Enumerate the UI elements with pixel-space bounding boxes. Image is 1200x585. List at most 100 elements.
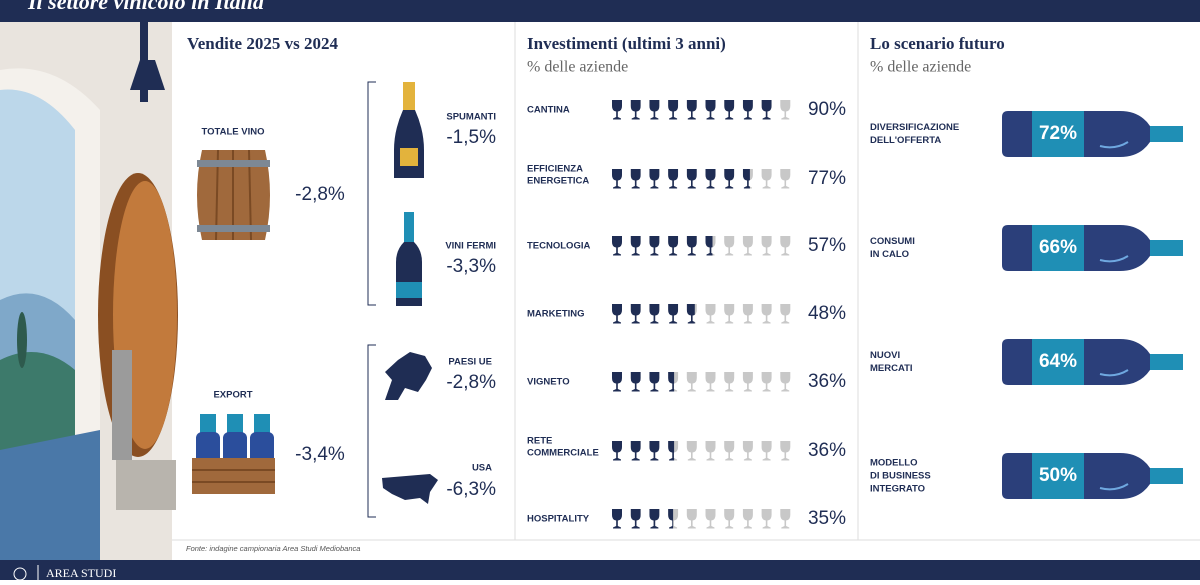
value: 50% [1039, 465, 1077, 486]
glass-icon [780, 304, 791, 324]
glass-icon [724, 236, 735, 256]
glass-icon [630, 304, 641, 324]
value: 77% [808, 168, 846, 189]
glass-icon [612, 509, 622, 529]
glass-icon [742, 372, 753, 392]
value: -1,5% [446, 127, 496, 148]
label: VINI FERMI [445, 241, 496, 252]
section-subtitle: % delle aziende [527, 59, 628, 76]
glass-icon [742, 304, 753, 324]
label: EXPORT [213, 390, 252, 401]
row-label: COMMERCIALE [527, 448, 599, 459]
value: -2,8% [446, 372, 496, 393]
row-label: INTEGRATO [870, 484, 925, 495]
glass-icon [705, 169, 716, 189]
glass-icon [724, 441, 735, 461]
section-title: Vendite 2025 vs 2024 [187, 34, 338, 53]
glass-icon [686, 304, 697, 324]
bracket [367, 81, 376, 306]
glass-icon [630, 169, 641, 189]
crate-icon [192, 414, 275, 494]
sparkling-bottle-icon [394, 82, 424, 178]
glass-icon [668, 236, 679, 256]
glass-icon [649, 372, 660, 392]
value: 72% [1039, 123, 1077, 144]
glass-icon [761, 509, 772, 529]
glass-icon [649, 100, 660, 120]
glass-icon [742, 441, 753, 461]
barrel-icon [197, 149, 270, 241]
glass-icon [649, 169, 660, 189]
glass-icon [761, 304, 772, 324]
row-label: TECNOLOGIA [527, 241, 590, 252]
glass-icon [705, 100, 716, 120]
row-label: DI BUSINESS [870, 471, 931, 482]
scenario-rows: DIVERSIFICAZIONE DELL'OFFERTA 72% CONSUMI IN… [870, 111, 1183, 499]
value: 90% [808, 99, 846, 120]
bottle-icon [1002, 339, 1183, 385]
row-label: EFFICIENZA [527, 164, 583, 175]
glass-icon [630, 100, 641, 120]
bracket [367, 344, 376, 518]
glass-icon [742, 100, 753, 120]
row-label: MARKETING [527, 309, 585, 320]
glass-icon [724, 100, 735, 120]
glass-icon [668, 304, 679, 324]
label: TOTALE VINO [202, 127, 265, 138]
glass-icon [612, 169, 622, 189]
row-label: MODELLO [870, 458, 918, 469]
glass-icon [724, 509, 735, 529]
section-title: Investimenti (ultimi 3 anni) [527, 34, 726, 53]
glass-icon [705, 441, 716, 461]
row-label: IN CALO [870, 249, 909, 260]
glass-icon [612, 304, 622, 324]
glass-icon [761, 236, 772, 256]
row-label: DELL'OFFERTA [870, 135, 941, 146]
glass-icon [724, 169, 735, 189]
glass-icon [705, 304, 716, 324]
glass-icon [630, 372, 641, 392]
usa-map [382, 474, 438, 504]
glass-icon [705, 509, 716, 529]
illustration [0, 22, 178, 560]
glass-icon [686, 236, 697, 256]
glass-icon [742, 169, 753, 189]
glass-icon [612, 372, 622, 392]
glass-icon [686, 372, 697, 392]
footer-bar [0, 560, 1200, 580]
bottle-icon [1002, 225, 1183, 271]
row-label: HOSPITALITY [527, 514, 590, 525]
glass-icon [761, 100, 772, 120]
row-label: CANTINA [527, 105, 570, 116]
glass-icon [668, 169, 679, 189]
glass-icon [705, 236, 716, 256]
glass-icon [724, 304, 735, 324]
bottle-icon [1002, 453, 1183, 499]
row-label: NUOVI [870, 350, 900, 361]
glass-icon [686, 441, 697, 461]
glass-icon [761, 441, 772, 461]
glass-icon [705, 372, 716, 392]
value: 64% [1039, 351, 1077, 372]
glass-icon [761, 169, 772, 189]
glass-icon [612, 441, 622, 461]
glass-icon [686, 169, 697, 189]
glass-icon [780, 372, 791, 392]
glass-icon [780, 509, 791, 529]
label: SPUMANTI [446, 112, 496, 123]
glass-icon [780, 236, 791, 256]
glass-icon [612, 236, 622, 256]
row-label: ENERGETICA [527, 176, 589, 187]
row-label: VIGNETO [527, 377, 570, 388]
section-subtitle: % delle aziende [870, 59, 971, 76]
glass-icon [649, 236, 660, 256]
label: USA [472, 463, 492, 474]
label: PAESI UE [448, 357, 492, 368]
glass-icon [649, 441, 660, 461]
brand: AREA STUDI [46, 566, 116, 580]
source: Fonte: indagine campionaria Area Studi M… [186, 544, 360, 553]
glass-icon [668, 100, 679, 120]
